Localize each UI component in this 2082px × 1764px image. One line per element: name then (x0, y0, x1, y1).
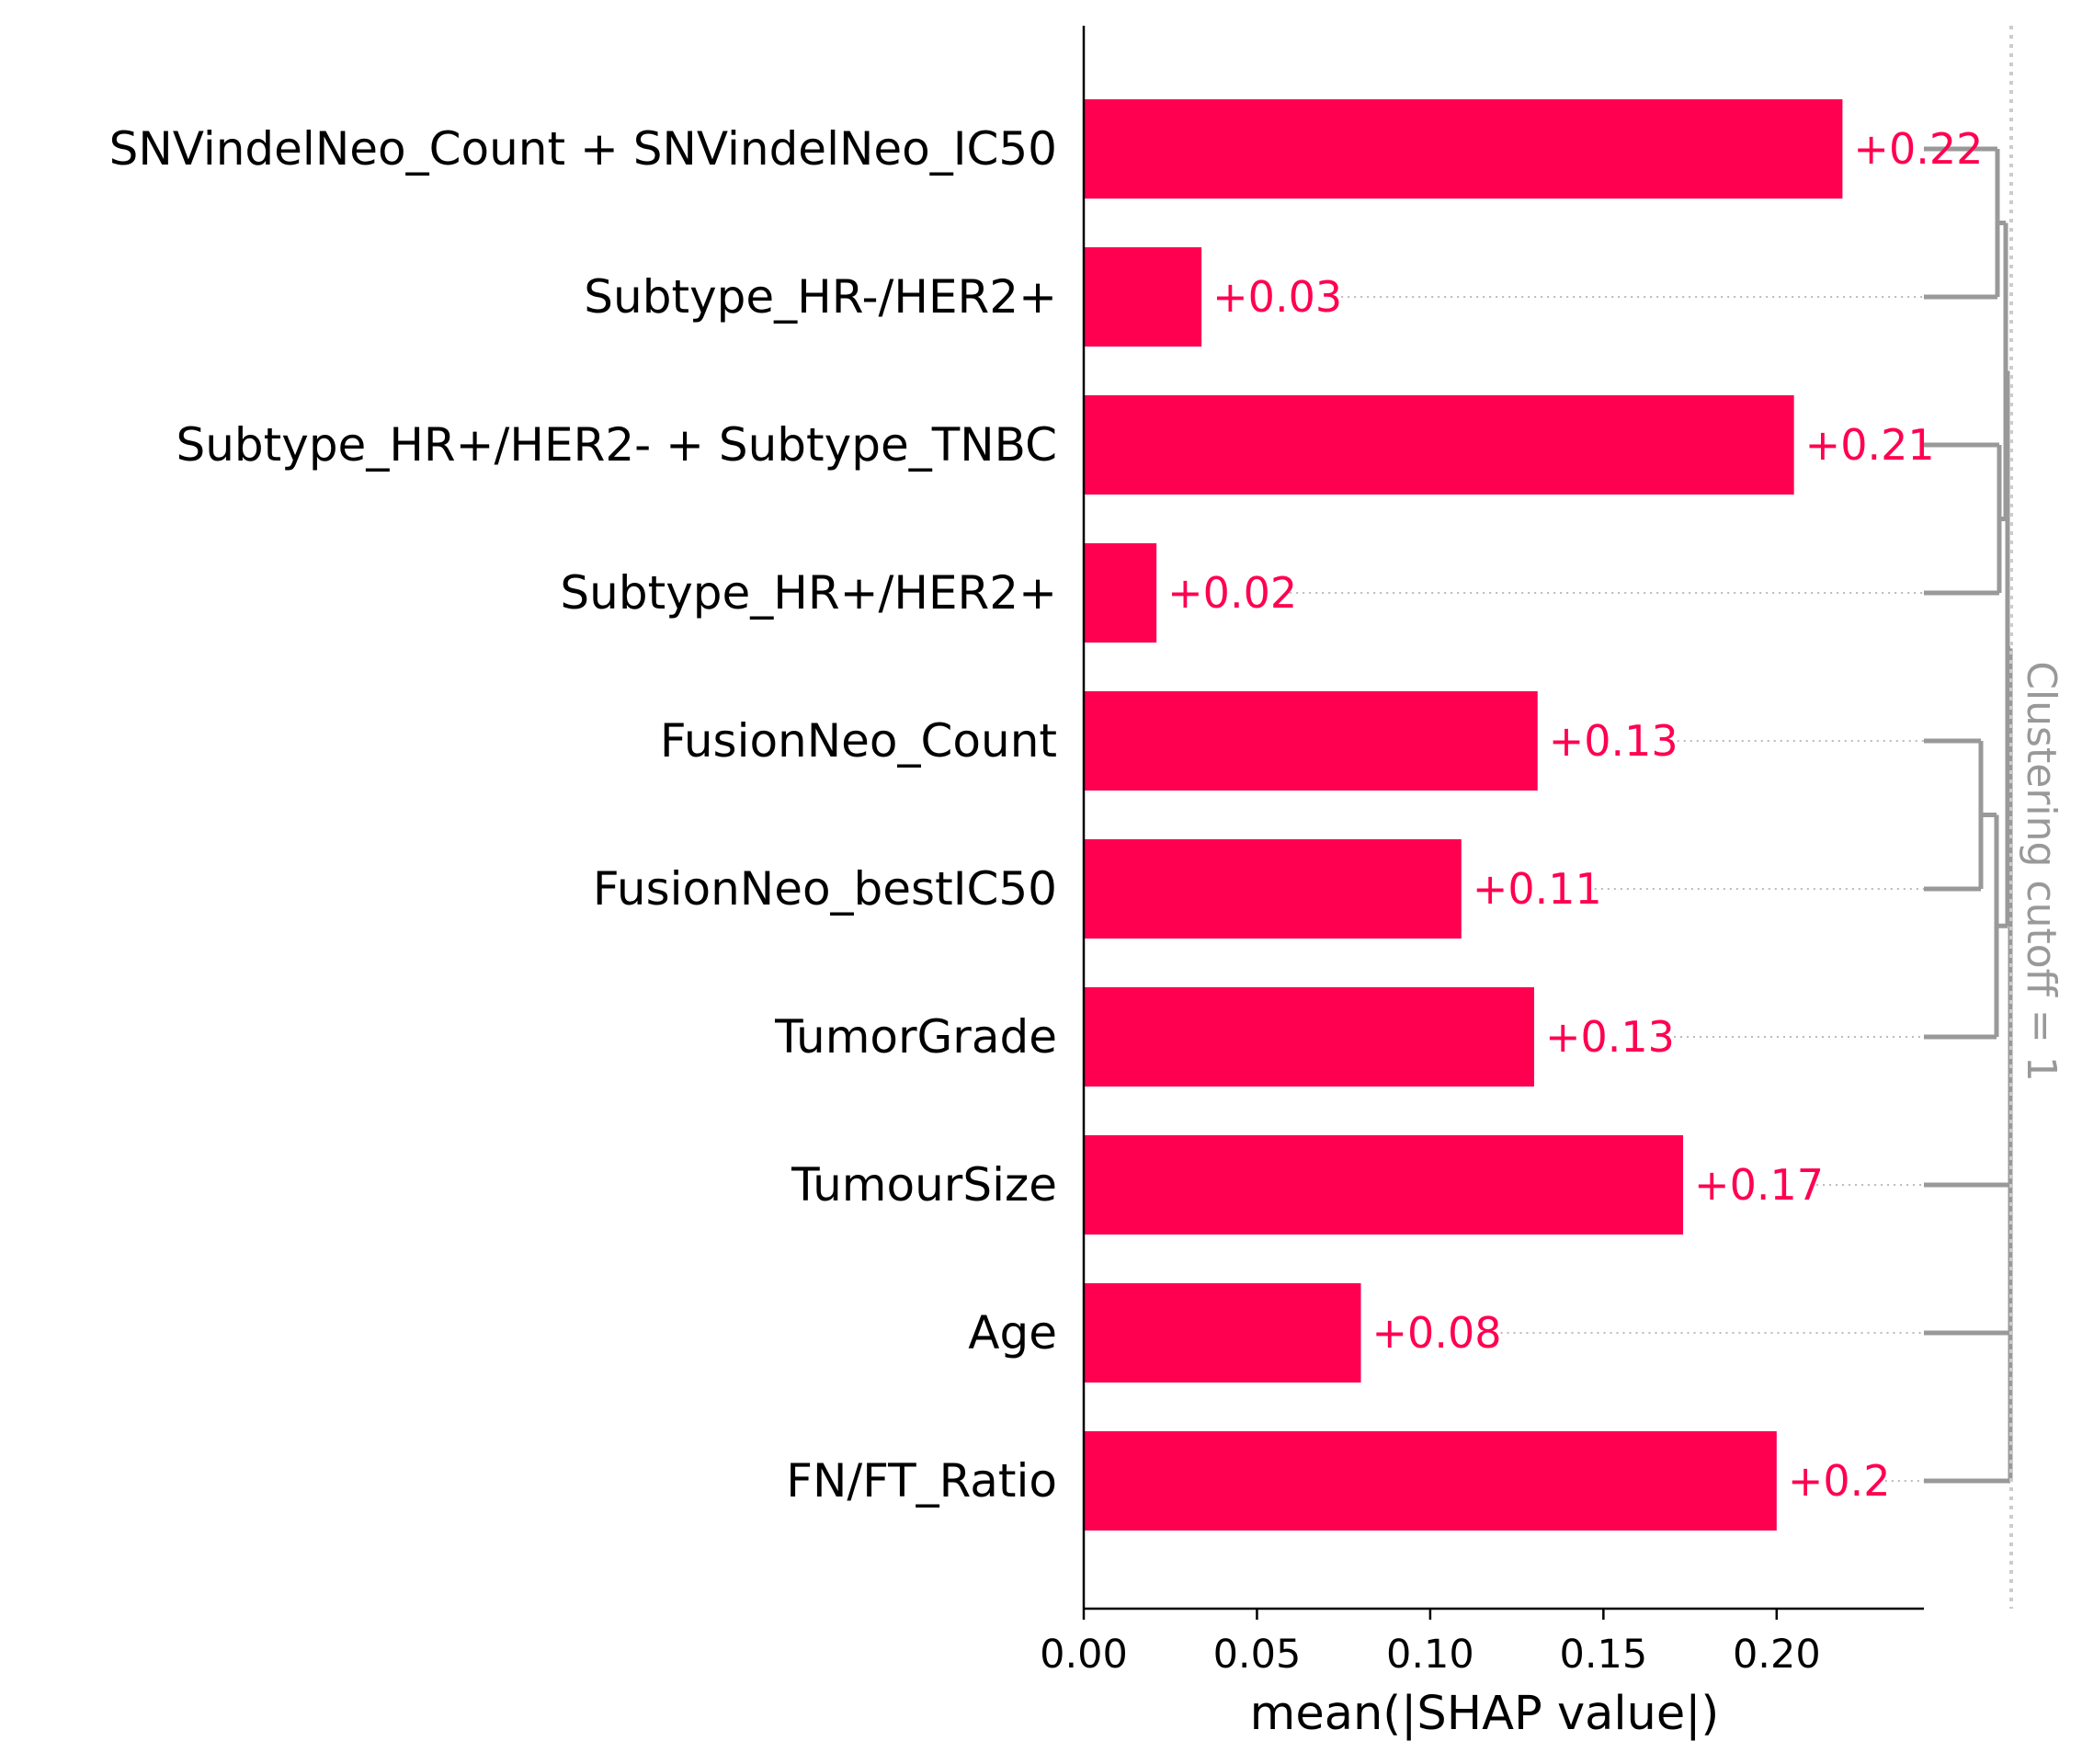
bars-group (1084, 99, 1843, 1531)
feature-label-0: SNVindelNeo_Count + SNVindelNeo_IC50 (109, 122, 1057, 176)
feature-label-7: TumourSize (791, 1158, 1057, 1212)
feature-label-2: Subtype_HR+/HER2- + Subtype_TNBC (176, 418, 1057, 472)
bar-2 (1084, 395, 1794, 495)
value-label-2: +0.21 (1805, 420, 1935, 470)
value-label-6: +0.13 (1545, 1012, 1675, 1062)
value-label-8: +0.08 (1372, 1308, 1502, 1358)
x-tick-label-1: 0.05 (1213, 1632, 1302, 1678)
guide-lines-group (1290, 296, 1924, 1482)
feature-label-9: FN/FT_Ratio (786, 1454, 1057, 1508)
bar-7 (1084, 1135, 1684, 1235)
x-axis-title: mean(|SHAP value|) (1250, 1687, 1720, 1741)
feature-labels-group: SNVindelNeo_Count + SNVindelNeo_IC50 Subt… (109, 122, 1057, 1508)
x-tick-label-4: 0.20 (1733, 1632, 1821, 1678)
bar-6 (1084, 987, 1534, 1087)
value-label-1: +0.03 (1212, 272, 1342, 322)
x-tick-label-2: 0.10 (1386, 1632, 1474, 1678)
bar-1 (1084, 247, 1202, 347)
dendrogram (1924, 146, 2013, 1484)
value-label-0: +0.22 (1853, 124, 1983, 174)
bar-5 (1084, 839, 1462, 939)
bar-0 (1084, 99, 1843, 199)
value-label-5: +0.11 (1473, 864, 1602, 914)
bar-4 (1084, 691, 1538, 791)
clustering-cutoff-label: Clustering cutoff = 1 (2018, 661, 2065, 1082)
value-label-3: +0.02 (1167, 568, 1297, 618)
value-labels-group: +0.22 +0.03 +0.21 +0.02 +0.13 +0.11 +0.13 +0.17… (1167, 124, 1983, 1506)
feature-label-3: Subtype_HR+/HER2+ (560, 566, 1057, 620)
x-tick-label-0: 0.00 (1040, 1632, 1128, 1678)
bar-9 (1084, 1431, 1777, 1531)
value-label-9: +0.2 (1788, 1456, 1891, 1506)
feature-label-4: FusionNeo_Count (660, 714, 1057, 768)
feature-label-5: FusionNeo_bestIC50 (593, 862, 1057, 916)
feature-label-8: Age (968, 1306, 1057, 1360)
bar-3 (1084, 543, 1157, 643)
feature-label-1: Subtype_HR-/HER2+ (584, 270, 1057, 324)
bar-8 (1084, 1283, 1361, 1383)
value-label-4: +0.13 (1549, 716, 1678, 766)
x-tick-label-3: 0.15 (1559, 1632, 1647, 1678)
feature-label-6: TumorGrade (774, 1010, 1057, 1064)
value-label-7: +0.17 (1694, 1160, 1824, 1210)
x-axis: 0.00 0.05 0.10 0.15 0.20 (1040, 1607, 1924, 1678)
